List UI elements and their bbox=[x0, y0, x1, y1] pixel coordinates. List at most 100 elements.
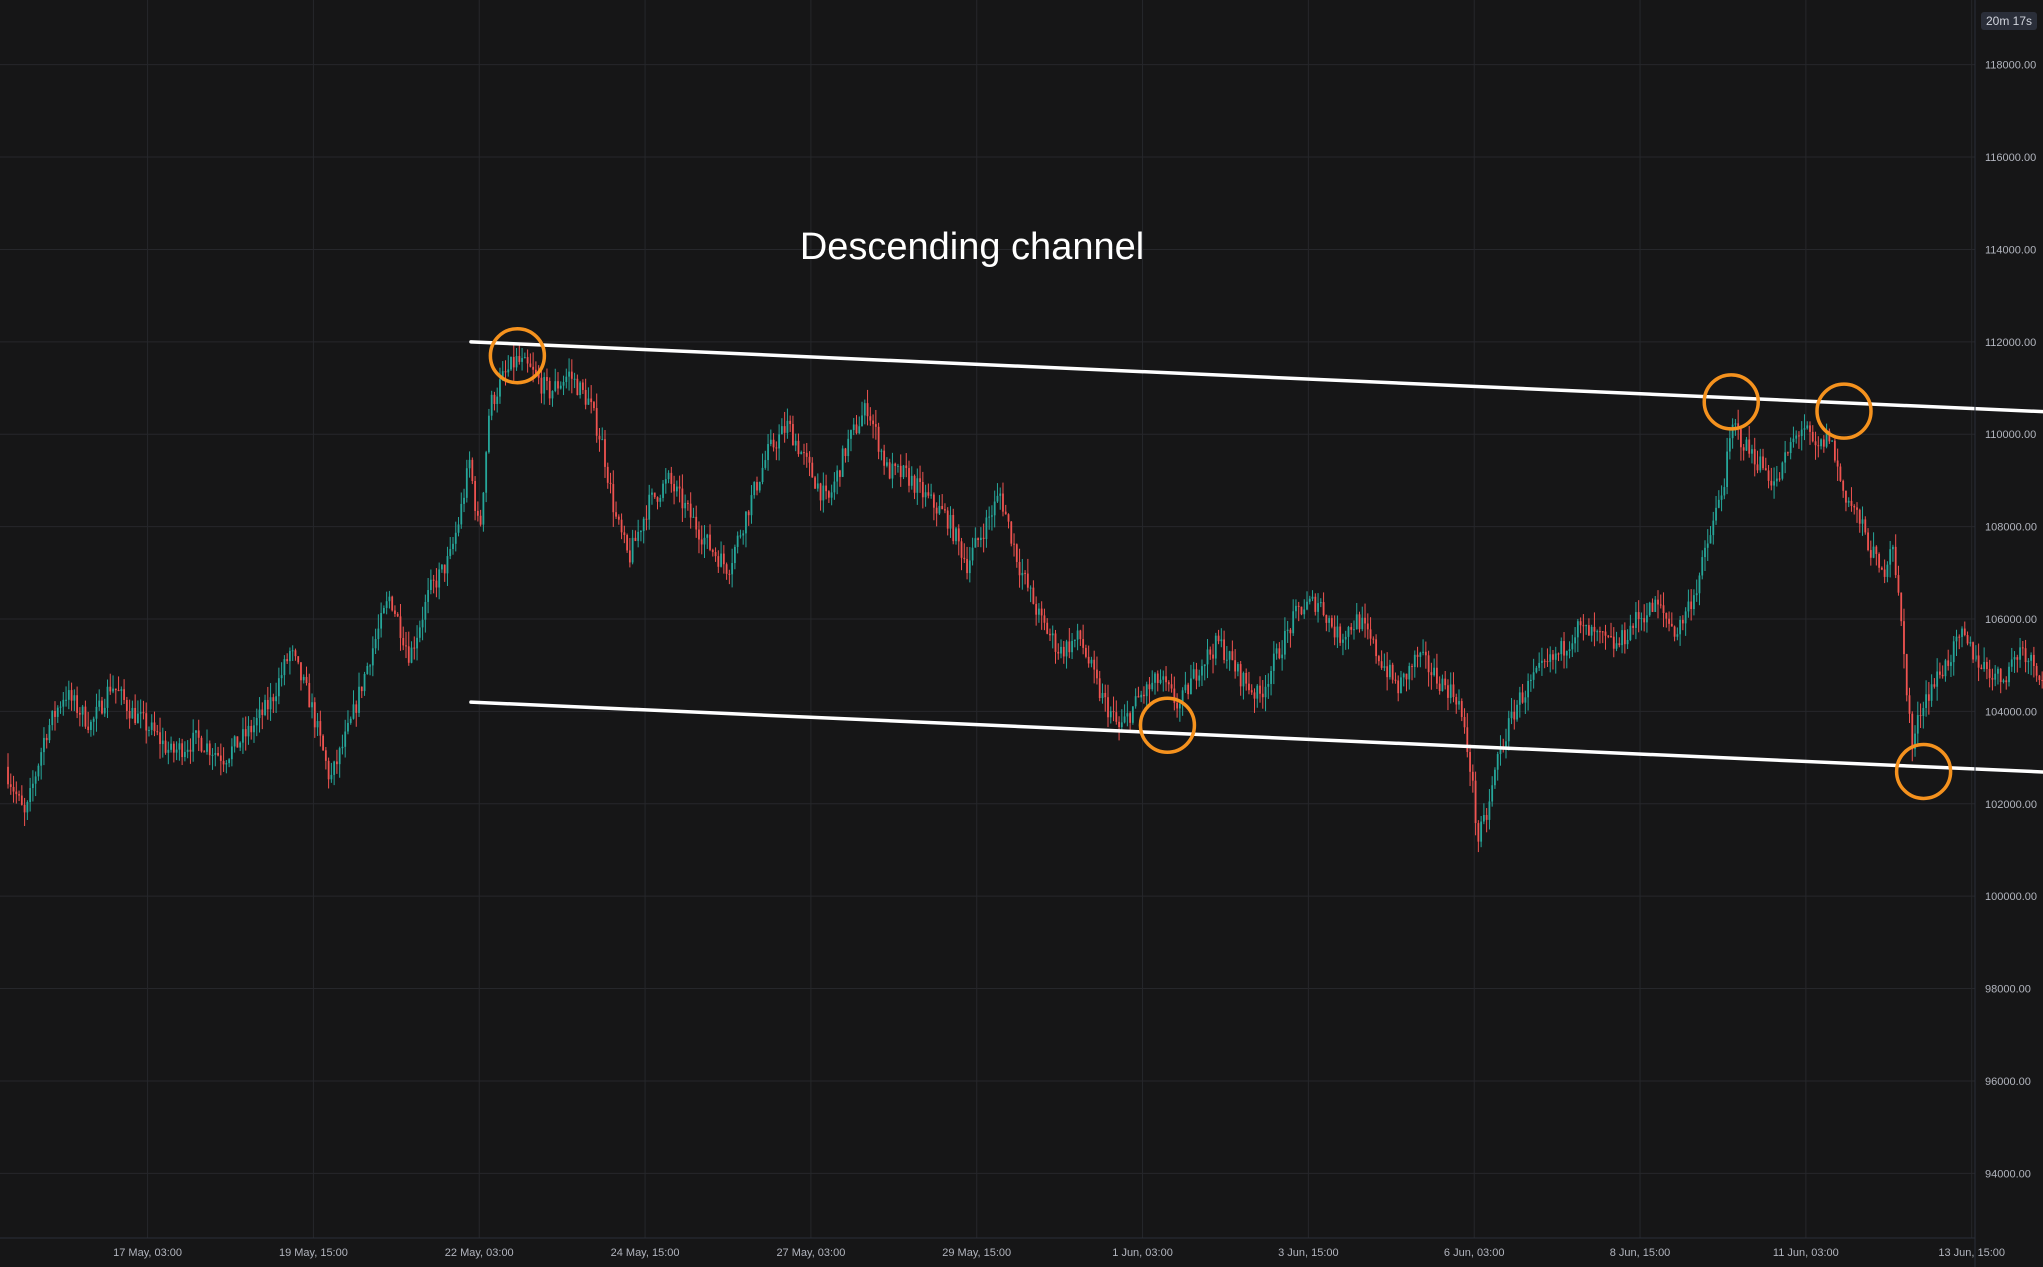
candle-body bbox=[1905, 654, 1908, 696]
candle-body bbox=[134, 707, 137, 724]
candle-body bbox=[302, 676, 305, 681]
candle-body bbox=[1178, 703, 1181, 709]
candle-body bbox=[40, 752, 43, 766]
candle-body bbox=[1190, 678, 1192, 695]
candle-body bbox=[1767, 470, 1770, 481]
candle-body bbox=[946, 510, 949, 529]
candle-body bbox=[880, 450, 883, 452]
candle-body bbox=[1527, 680, 1530, 698]
candle-body bbox=[1518, 692, 1521, 705]
candle-body bbox=[1499, 746, 1502, 755]
candle-body bbox=[139, 712, 142, 714]
y-tick-label: 94000.00 bbox=[1985, 1168, 2031, 1180]
candle-body bbox=[360, 686, 363, 692]
candle-body bbox=[476, 510, 479, 516]
candle-body bbox=[396, 613, 399, 617]
candle-body bbox=[496, 396, 499, 404]
candle-body bbox=[1720, 495, 1723, 500]
touch-point-circle[interactable] bbox=[1702, 373, 1760, 431]
candle-body bbox=[1463, 717, 1466, 728]
candle-body bbox=[579, 382, 582, 396]
candle-body bbox=[839, 470, 841, 477]
x-tick-label: 1 Jun, 03:00 bbox=[1112, 1247, 1173, 1259]
candle-body bbox=[949, 514, 952, 529]
candle-body bbox=[1234, 660, 1237, 672]
channel-upper-line[interactable] bbox=[469, 340, 2043, 444]
candle-body bbox=[12, 786, 15, 792]
candle-body bbox=[1148, 684, 1151, 690]
candle-body bbox=[333, 761, 336, 775]
candle-body bbox=[1999, 668, 2002, 683]
candle-body bbox=[733, 546, 736, 564]
candle-body bbox=[286, 659, 289, 662]
candle-body bbox=[1248, 683, 1250, 691]
x-tick-label: 19 May, 15:00 bbox=[279, 1247, 348, 1259]
y-tick-label: 100000.00 bbox=[1985, 891, 2037, 903]
candle-body bbox=[1712, 520, 1715, 536]
candle-body bbox=[358, 686, 360, 713]
candle-body bbox=[1864, 519, 1867, 533]
candle-body bbox=[1991, 677, 1994, 680]
candle-body bbox=[159, 732, 161, 745]
candle-body bbox=[1333, 626, 1336, 638]
touch-point-circle[interactable] bbox=[1815, 382, 1873, 440]
touch-point-circle[interactable] bbox=[488, 326, 547, 385]
candle-body bbox=[153, 722, 156, 732]
candle-body bbox=[930, 494, 933, 496]
candle-body bbox=[529, 363, 532, 367]
candle-body bbox=[67, 690, 70, 700]
candle-body bbox=[551, 390, 554, 399]
candle-body bbox=[59, 706, 62, 708]
candle-body bbox=[1438, 683, 1441, 691]
candle-body bbox=[413, 647, 416, 649]
candle-body bbox=[352, 704, 355, 719]
candle-body bbox=[811, 462, 814, 478]
candle-body bbox=[446, 556, 449, 574]
candle-body bbox=[634, 537, 637, 541]
touch-point-circle[interactable] bbox=[1894, 742, 1953, 801]
candle-body bbox=[1676, 634, 1679, 637]
candle-body bbox=[242, 729, 244, 743]
candle-body bbox=[863, 403, 866, 416]
candle-body bbox=[1259, 685, 1261, 694]
candle-body bbox=[1798, 435, 1800, 437]
candle-body bbox=[374, 639, 377, 649]
candle-body bbox=[399, 616, 402, 638]
candle-body bbox=[131, 707, 134, 719]
candle-body bbox=[590, 398, 593, 403]
candle-body bbox=[137, 713, 139, 724]
candle-body bbox=[919, 478, 921, 482]
candle-body bbox=[1469, 752, 1471, 772]
candle-body bbox=[739, 535, 742, 537]
candle-body bbox=[1706, 543, 1709, 548]
candle-body bbox=[1173, 688, 1176, 703]
candle-body bbox=[1402, 673, 1405, 678]
candle-body bbox=[1748, 439, 1751, 454]
candle-body bbox=[805, 452, 808, 457]
annotation-text[interactable]: Descending channel bbox=[800, 226, 1144, 268]
channel-lower-line[interactable] bbox=[469, 700, 2043, 804]
candle-body bbox=[1737, 423, 1740, 430]
candle-body bbox=[1742, 447, 1745, 451]
candle-body bbox=[1828, 430, 1831, 442]
touch-point-circle[interactable] bbox=[1138, 696, 1197, 754]
candle-body bbox=[1543, 660, 1546, 662]
candle-body bbox=[1883, 569, 1886, 577]
candle-body bbox=[626, 535, 629, 551]
candle-body bbox=[1488, 801, 1491, 820]
candle-body bbox=[1919, 715, 1922, 717]
candle-body bbox=[1773, 481, 1775, 486]
candle-body bbox=[504, 371, 507, 373]
candle-body bbox=[783, 426, 786, 433]
candle-body bbox=[1872, 546, 1875, 558]
candle-body bbox=[289, 650, 291, 662]
candle-body bbox=[1010, 521, 1013, 544]
candle-body bbox=[1214, 635, 1217, 659]
candle-body bbox=[1618, 643, 1621, 646]
drawing-layer[interactable] bbox=[469, 326, 2043, 804]
candle-body bbox=[1728, 438, 1731, 452]
candle-body bbox=[1985, 661, 1988, 670]
